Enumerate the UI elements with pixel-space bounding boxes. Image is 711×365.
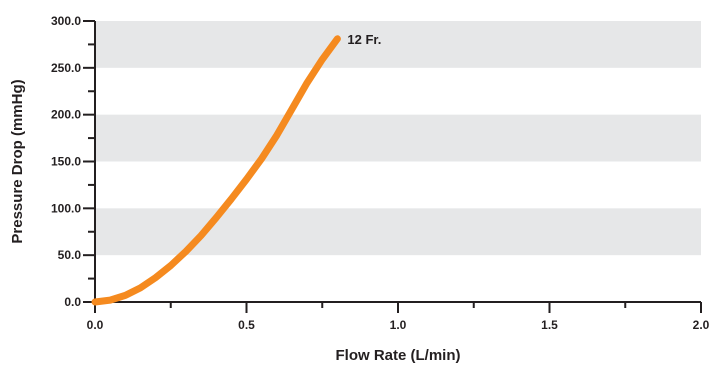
y-axis-ticks: 0.0 50.0 100.0 150.0 200.0 250.0 300.0: [51, 14, 95, 309]
y-tick-label: 300.0: [51, 14, 81, 28]
grid-band: [95, 114, 701, 162]
grid-band: [95, 208, 701, 256]
x-axis-title: Flow Rate (L/min): [336, 347, 461, 364]
grid-band: [95, 21, 701, 68]
x-tick-label: 0.0: [87, 318, 104, 332]
grid-bands: [95, 21, 701, 256]
y-tick-label: 150.0: [51, 155, 81, 169]
y-tick-label: 0.0: [64, 295, 81, 309]
series-label: 12 Fr.: [347, 32, 381, 47]
y-tick-label: 50.0: [58, 248, 82, 262]
y-axis-title: Pressure Drop (mmHg): [9, 79, 26, 243]
y-tick-label: 100.0: [51, 201, 81, 215]
x-tick-label: 1.5: [541, 318, 558, 332]
y-tick-label: 250.0: [51, 61, 81, 75]
x-tick-label: 0.5: [238, 318, 255, 332]
y-tick-label: 200.0: [51, 108, 81, 122]
x-axis-ticks: 0.0 0.5 1.0 1.5 2.0: [87, 302, 710, 332]
x-tick-label: 1.0: [390, 318, 407, 332]
series-group: 12 Fr.: [91, 32, 381, 306]
x-tick-label: 2.0: [693, 318, 710, 332]
series-line: [91, 35, 341, 306]
